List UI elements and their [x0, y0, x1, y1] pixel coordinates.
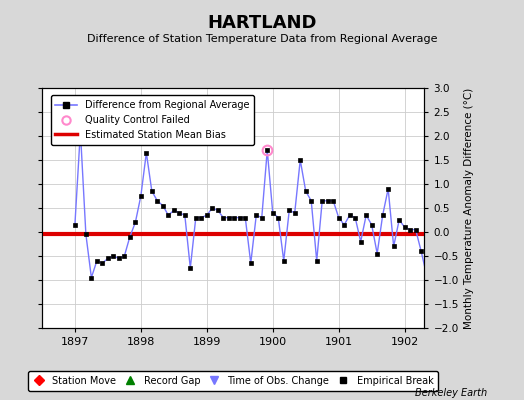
Legend: Station Move, Record Gap, Time of Obs. Change, Empirical Break: Station Move, Record Gap, Time of Obs. C…: [28, 371, 438, 391]
Text: Berkeley Earth: Berkeley Earth: [415, 388, 487, 398]
Text: HARTLAND: HARTLAND: [208, 14, 316, 32]
Legend: Difference from Regional Average, Quality Control Failed, Estimated Station Mean: Difference from Regional Average, Qualit…: [51, 95, 254, 145]
Text: Difference of Station Temperature Data from Regional Average: Difference of Station Temperature Data f…: [87, 34, 437, 44]
Y-axis label: Monthly Temperature Anomaly Difference (°C): Monthly Temperature Anomaly Difference (…: [464, 87, 474, 329]
